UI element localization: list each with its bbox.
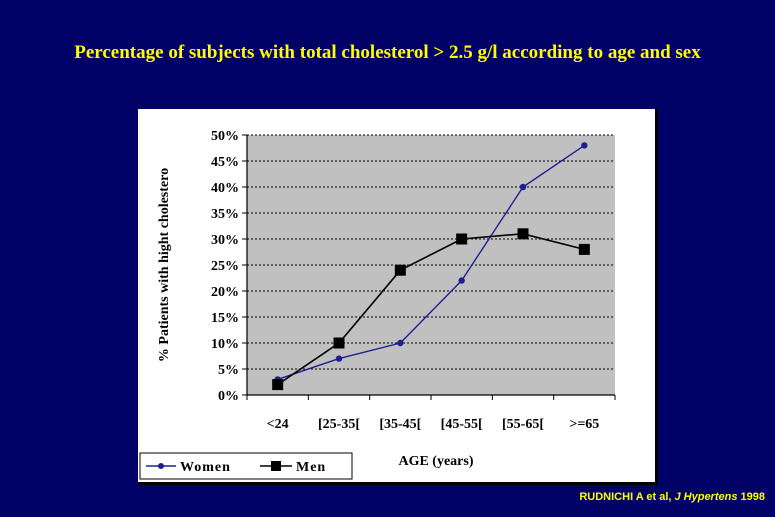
x-tick-label: [25-35[ — [318, 417, 360, 432]
y-tick-label: 25% — [211, 259, 239, 274]
y-tick-label: 0% — [218, 389, 239, 404]
legend-men-label: Men — [296, 460, 326, 475]
legend-box — [139, 452, 353, 480]
women-data-point — [581, 142, 588, 149]
y-tick-label: 35% — [211, 207, 239, 222]
men-series-line — [277, 232, 585, 386]
citation-year: 1998 — [737, 491, 765, 503]
citation-journal: J Hypertens — [674, 491, 738, 503]
legend-women-label: Women — [180, 460, 231, 475]
series-layer — [272, 142, 590, 391]
men-data-point — [578, 243, 590, 255]
citation-authors: RUDNICHI A et al, — [579, 491, 675, 503]
y-tick-label: 5% — [218, 363, 239, 378]
men-data-point — [394, 264, 406, 276]
men-data-point — [456, 233, 468, 245]
x-tick-labels: <24 [25-35[ [35-45[ [45-55[ [55-65[ >=65 — [246, 395, 616, 432]
legend: Women Men — [139, 452, 353, 480]
x-tick-label: [55-65[ — [502, 417, 544, 432]
y-tick-label: 40% — [211, 181, 239, 196]
y-tick-label: 10% — [211, 337, 239, 352]
x-tick-label: [45-55[ — [441, 417, 483, 432]
women-series-line — [277, 144, 585, 381]
legend-women-marker — [158, 463, 164, 469]
women-data-point — [335, 355, 343, 362]
y-tick-label: 50% — [211, 129, 239, 144]
legend-men-marker — [271, 461, 281, 471]
x-tick-label: >=65 — [569, 417, 599, 432]
y-tick-label: 15% — [211, 311, 239, 326]
men-data-point — [272, 379, 284, 391]
y-tick-label: 20% — [211, 285, 239, 300]
x-tick-label: <24 — [267, 417, 289, 432]
y-tick-label: 30% — [211, 233, 239, 248]
women-data-point — [458, 277, 465, 284]
y-tick-label: 45% — [211, 155, 239, 170]
citation: RUDNICHI A et al, J Hypertens 1998 — [579, 491, 765, 503]
chart-panel: 0% 5% 10% 15% 20% 25% 30% 35% 40% 45% 50% <24 [25-3… — [138, 109, 658, 485]
slide-title: Percentage of subjects with total choles… — [74, 42, 701, 63]
women-data-point — [397, 339, 404, 347]
men-data-point — [517, 228, 529, 240]
men-data-point — [333, 337, 345, 349]
y-axis-label: % Patients with hight cholestero — [157, 168, 172, 362]
line-chart: 0% 5% 10% 15% 20% 25% 30% 35% 40% 45% 50% <24 [25-3… — [139, 129, 616, 480]
x-axis-label: AGE (years) — [398, 454, 473, 469]
women-data-point — [519, 183, 527, 191]
x-tick-label: [35-45[ — [379, 417, 421, 432]
y-tick-labels: 0% 5% 10% 15% 20% 25% 30% 35% 40% 45% 50% — [211, 129, 247, 404]
